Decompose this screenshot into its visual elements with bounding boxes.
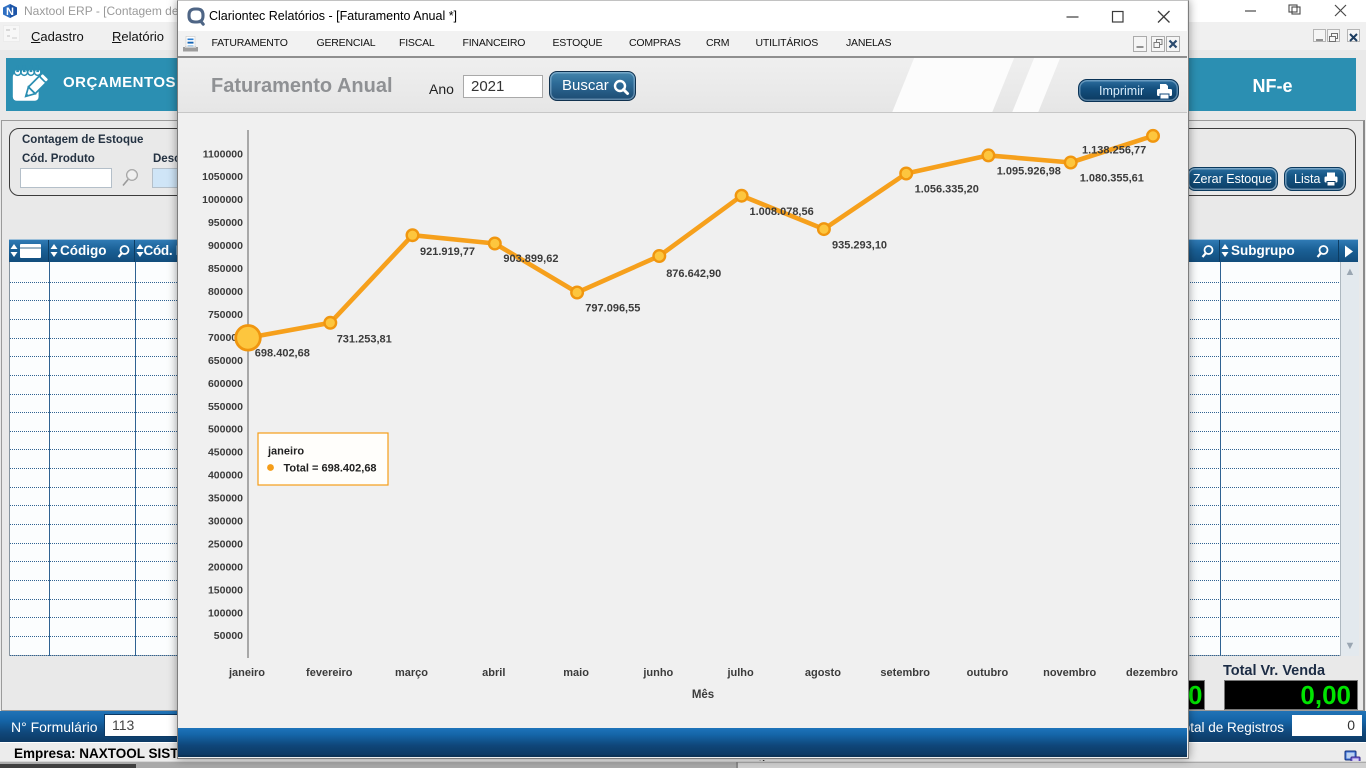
svg-text:junho: junho — [642, 667, 673, 679]
svg-text:700000: 700000 — [208, 332, 243, 344]
svg-text:janeiro: janeiro — [228, 667, 265, 679]
svg-text:março: março — [395, 667, 428, 679]
svg-text:1000000: 1000000 — [202, 194, 243, 206]
svg-text:800000: 800000 — [208, 286, 243, 298]
svg-text:novembro: novembro — [1043, 667, 1096, 679]
svg-text:500000: 500000 — [208, 424, 243, 436]
svg-text:650000: 650000 — [208, 355, 243, 367]
svg-text:300000: 300000 — [208, 516, 243, 528]
svg-text:julho: julho — [726, 667, 754, 679]
svg-text:1.095.926,98: 1.095.926,98 — [997, 166, 1061, 178]
svg-text:fevereiro: fevereiro — [306, 667, 353, 679]
svg-text:400000: 400000 — [208, 470, 243, 482]
svg-text:921.919,77: 921.919,77 — [420, 246, 475, 258]
svg-text:797.096,55: 797.096,55 — [585, 303, 640, 315]
svg-text:dezembro: dezembro — [1126, 667, 1178, 679]
svg-text:1.138.256,77: 1.138.256,77 — [1082, 145, 1146, 157]
svg-text:850000: 850000 — [208, 263, 243, 275]
svg-text:250000: 250000 — [208, 538, 243, 550]
svg-text:Mês: Mês — [692, 689, 714, 701]
svg-text:100000: 100000 — [208, 607, 243, 619]
svg-text:935.293,10: 935.293,10 — [832, 240, 887, 252]
svg-text:876.642,90: 876.642,90 — [666, 268, 721, 280]
svg-text:setembro: setembro — [880, 667, 930, 679]
svg-text:N: N — [6, 6, 14, 18]
svg-text:1100000: 1100000 — [203, 148, 243, 160]
svg-text:outubro: outubro — [967, 667, 1009, 679]
svg-text:Total = 698.402,68: Total = 698.402,68 — [284, 463, 377, 475]
svg-text:1.080.355,61: 1.080.355,61 — [1080, 172, 1144, 184]
svg-text:750000: 750000 — [208, 309, 243, 321]
svg-text:450000: 450000 — [208, 447, 243, 459]
svg-text:731.253,81: 731.253,81 — [337, 333, 392, 345]
svg-text:1050000: 1050000 — [202, 171, 243, 183]
svg-text:1.008.078,56: 1.008.078,56 — [750, 206, 814, 218]
svg-text:900000: 900000 — [208, 240, 243, 252]
svg-text:agosto: agosto — [805, 667, 841, 679]
svg-text:200000: 200000 — [208, 561, 243, 573]
svg-text:698.402,68: 698.402,68 — [255, 348, 310, 360]
svg-text:50000: 50000 — [214, 630, 243, 642]
svg-text:600000: 600000 — [208, 378, 243, 390]
svg-text:janeiro: janeiro — [267, 446, 304, 458]
svg-text:1.056.335,20: 1.056.335,20 — [915, 184, 979, 196]
svg-text:950000: 950000 — [208, 217, 243, 229]
svg-text:abril: abril — [482, 667, 505, 679]
svg-text:550000: 550000 — [208, 401, 243, 413]
svg-text:maio: maio — [563, 667, 589, 679]
svg-text:150000: 150000 — [208, 584, 243, 596]
svg-text:350000: 350000 — [208, 493, 243, 505]
svg-text:903.899,62: 903.899,62 — [503, 253, 558, 265]
